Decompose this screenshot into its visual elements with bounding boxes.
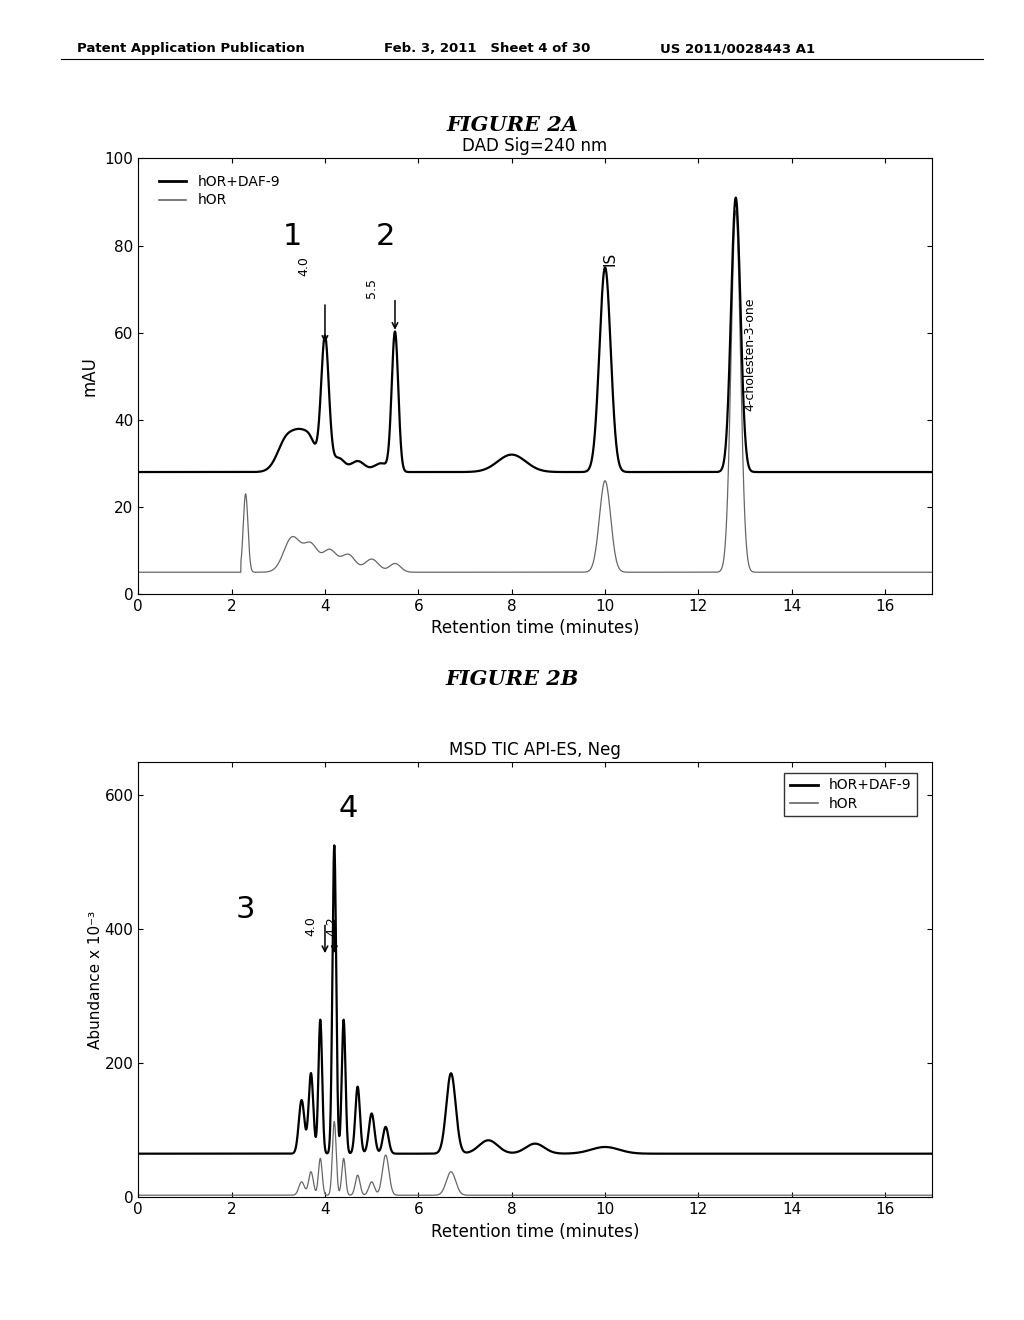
Text: 4: 4	[339, 795, 358, 824]
Text: FIGURE 2B: FIGURE 2B	[445, 669, 579, 689]
Text: 5.5: 5.5	[366, 277, 378, 298]
Text: 1: 1	[283, 222, 302, 251]
Legend: hOR+DAF-9, hOR: hOR+DAF-9, hOR	[784, 774, 916, 816]
Text: IS: IS	[602, 252, 617, 265]
X-axis label: Retention time (minutes): Retention time (minutes)	[431, 1222, 639, 1241]
Text: 4-cholesten-3-one: 4-cholesten-3-one	[743, 298, 757, 411]
Text: Patent Application Publication: Patent Application Publication	[77, 42, 304, 55]
Text: 3: 3	[236, 895, 255, 924]
Text: Feb. 3, 2011   Sheet 4 of 30: Feb. 3, 2011 Sheet 4 of 30	[384, 42, 591, 55]
Y-axis label: Abundance x 10⁻³: Abundance x 10⁻³	[88, 911, 103, 1048]
Title: DAD Sig=240 nm: DAD Sig=240 nm	[463, 137, 607, 156]
Y-axis label: mAU: mAU	[81, 356, 99, 396]
Text: FIGURE 2A: FIGURE 2A	[446, 115, 578, 135]
Title: MSD TIC API-ES, Neg: MSD TIC API-ES, Neg	[450, 741, 621, 759]
Text: 4.0: 4.0	[297, 256, 310, 276]
Text: US 2011/0028443 A1: US 2011/0028443 A1	[660, 42, 815, 55]
Legend: hOR+DAF-9, hOR: hOR+DAF-9, hOR	[154, 170, 286, 213]
Text: 2: 2	[376, 222, 395, 251]
X-axis label: Retention time (minutes): Retention time (minutes)	[431, 619, 639, 638]
Text: 4.0: 4.0	[304, 916, 317, 936]
Text: 4.2: 4.2	[326, 916, 339, 936]
